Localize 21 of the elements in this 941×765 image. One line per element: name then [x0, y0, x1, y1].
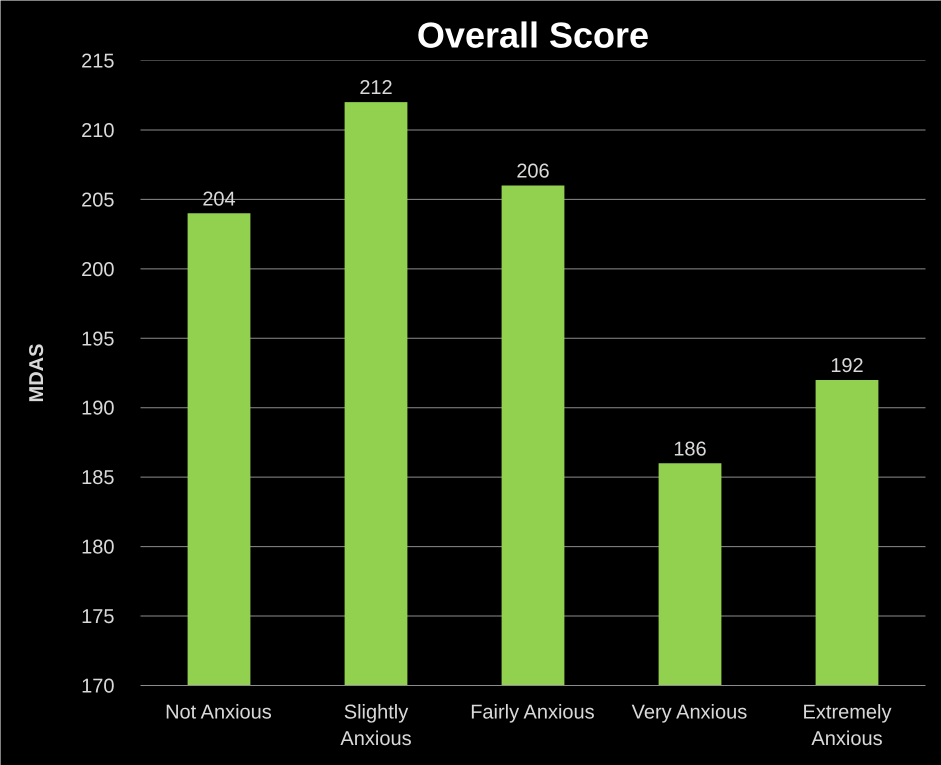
- y-tick-label: 195: [81, 328, 115, 350]
- y-tick-label: 200: [81, 258, 115, 281]
- x-tick-label: Very Anxious: [632, 702, 748, 724]
- y-tick-label: 190: [81, 398, 115, 420]
- y-tick-label: 180: [81, 536, 115, 559]
- x-tick-label: Extremely Anxious: [802, 702, 892, 750]
- data-label: 212: [359, 77, 393, 100]
- y-tick-label: 185: [81, 467, 115, 490]
- x-tick-label: Not Anxious: [165, 702, 272, 724]
- data-label: 206: [516, 160, 550, 182]
- y-tick-label: 210: [81, 120, 115, 142]
- chart-title: Overall Score: [416, 14, 650, 56]
- y-tick-label: 175: [81, 606, 115, 628]
- y-axis-title: MDAS: [26, 344, 48, 402]
- data-label: 186: [673, 438, 707, 460]
- y-tick-label: 205: [81, 189, 115, 212]
- x-tick-label: Fairly Anxious: [470, 702, 595, 724]
- data-label: 192: [830, 354, 864, 377]
- y-tick-label: 170: [81, 676, 115, 698]
- y-tick-label: 215: [81, 50, 115, 72]
- x-tick-label: Slightly Anxious: [340, 702, 412, 750]
